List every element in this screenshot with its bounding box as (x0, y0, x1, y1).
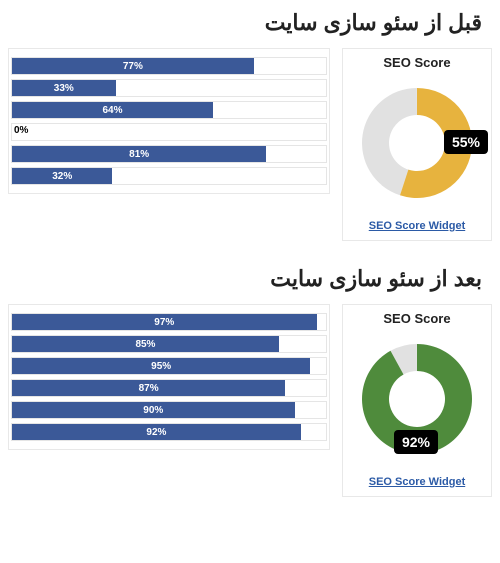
content-row: 97%85%95%87%90%92%SEO Score92%SEO Score … (8, 304, 492, 497)
section-title: بعد از سئو سازی سایت (8, 266, 492, 292)
bar-label: 81% (129, 149, 149, 160)
bar-label: 32% (52, 171, 72, 182)
bar-row: 85% (11, 335, 327, 353)
bar-fill: 92% (12, 424, 301, 440)
before-section: قبل از سئو سازی سایت 77% 33% 64% 0% 81% 32% SEO… (8, 10, 492, 241)
donut-chart: 55% (352, 78, 482, 208)
bar-row: 97% (11, 313, 327, 331)
bar-fill: 32% (12, 168, 112, 184)
bar-row: 77% (11, 57, 327, 75)
section-title: قبل از سئو سازی سایت (8, 10, 492, 36)
bar-fill: 81% (12, 146, 266, 162)
bar-row: 0% (11, 123, 327, 141)
bar-label: 90% (143, 405, 163, 416)
bar-row: 87% (11, 379, 327, 397)
score-badge: 55% (444, 130, 488, 154)
bar-fill: 85% (12, 336, 279, 352)
bar-row: 92% (11, 423, 327, 441)
bar-fill: 90% (12, 402, 295, 418)
score-panel: SEO Score 55% SEO Score Widget (342, 48, 492, 241)
bar-label: 97% (154, 317, 174, 328)
bar-label: 87% (139, 383, 159, 394)
score-widget-link[interactable]: SEO Score Widget (369, 476, 465, 488)
bar-fill: 97% (12, 314, 317, 330)
bar-fill: 87% (12, 380, 285, 396)
score-widget-link[interactable]: SEO Score Widget (369, 220, 465, 232)
bar-row: 95% (11, 357, 327, 375)
bar-label: 64% (102, 105, 122, 116)
bar-row: 33% (11, 79, 327, 97)
bars-panel: 97% 85% 95% 87% 90% 92% (8, 304, 330, 450)
bar-fill: 64% (12, 102, 213, 118)
score-panel: SEO Score 92% SEO Score Widget (342, 304, 492, 497)
score-badge: 92% (394, 430, 438, 454)
bar-fill: 33% (12, 80, 116, 96)
score-heading: SEO Score (351, 311, 483, 326)
score-heading: SEO Score (351, 55, 483, 70)
bars-panel: 77% 33% 64% 0% 81% 32% (8, 48, 330, 194)
content-row: 77% 33% 64% 0% 81% 32% SEO Score 55% SEO Score W… (8, 48, 492, 241)
bar-row: 81% (11, 145, 327, 163)
after-section: بعد از سئو سازی سایت97%85%95%87%90%92%SE… (8, 266, 492, 497)
bar-row: 32% (11, 167, 327, 185)
bar-label: 92% (146, 427, 166, 438)
bar-row: 64% (11, 101, 327, 119)
donut-chart: 92% (352, 334, 482, 464)
bar-row: 90% (11, 401, 327, 419)
bar-fill: 95% (12, 358, 310, 374)
bar-label: 77% (123, 61, 143, 72)
bar-label: 95% (151, 361, 171, 372)
bar-label: 33% (54, 83, 74, 94)
bar-label: 0% (14, 125, 28, 136)
bar-label: 85% (135, 339, 155, 350)
bar-fill: 77% (12, 58, 254, 74)
